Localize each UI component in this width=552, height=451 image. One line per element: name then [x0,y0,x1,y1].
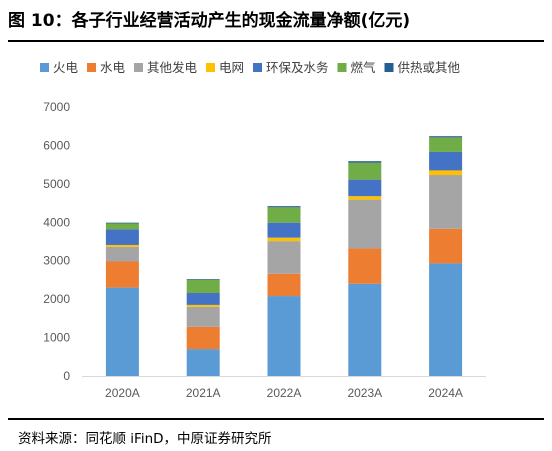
bar-segment [429,263,463,376]
bar-segment [267,241,301,274]
bar-segment [267,237,301,242]
bar-segment [186,279,220,280]
legend-label: 燃气 [351,60,377,75]
bar-segment [105,244,139,247]
y-tick-label: 3000 [43,254,70,268]
bar-segment [186,292,220,305]
legend-swatch [134,63,143,72]
bar-segment [429,170,463,176]
bar-segment [186,326,220,350]
bar-segment [105,229,139,245]
y-tick-label: 6000 [43,138,70,152]
bar-segment [186,304,220,307]
bar-segment [348,283,382,376]
legend-swatch [337,63,347,72]
bar-segment [348,196,382,200]
x-tick-label: 2023A [347,386,382,400]
legend-swatch [384,63,394,72]
y-tick-label: 1000 [43,331,70,345]
bar-segment [186,279,220,293]
x-tick-label: 2020A [105,386,140,400]
x-tick-label: 2021A [186,386,221,400]
bar-segment [267,296,301,376]
bars [105,136,463,376]
bar-segment [348,179,382,197]
y-tick-label: 0 [63,369,70,383]
legend-label: 供热或其他 [398,60,461,75]
bar-segment [429,137,463,152]
bar-segment [267,273,301,297]
bar-segment [429,175,463,229]
legend-label: 水电 [100,60,126,75]
chart-title: 图 10：各子行业经营活动产生的现金流量净额(亿元) [8,11,411,31]
y-tick-label: 5000 [43,177,70,191]
legend-label: 环保及水务 [266,60,329,75]
legend-swatch [40,63,49,72]
legend-swatch [253,63,262,72]
legend: 火电 水电 其他发电 电网 环保及水务 燃气 供热或其他 [40,60,461,75]
y-axis: 0 1000 2000 3000 4000 5000 6000 7000 [43,100,70,383]
bar-segment [348,248,382,284]
bar-segment [429,136,463,138]
bar-segment [348,199,382,249]
bar-segment [429,151,463,171]
bar-segment [105,223,139,230]
bar-segment [186,349,220,376]
bar-segment [105,246,139,262]
top-rule [8,40,544,42]
bar-segment [105,287,139,376]
legend-swatch [87,63,96,72]
bottom-rule [8,418,544,420]
bar-segment [429,228,463,264]
legend-label: 火电 [53,60,79,75]
source-note: 资料来源：同花顺 iFinD，中原证券研究所 [18,431,272,447]
x-tick-label: 2024A [428,386,463,400]
x-tick-label: 2022A [267,386,302,400]
legend-label: 电网 [219,60,244,75]
bar-segment [105,222,139,224]
y-tick-label: 7000 [43,100,70,114]
legend-swatch [206,63,215,72]
bar-segment [267,222,301,238]
y-tick-label: 2000 [43,292,70,306]
bar-segment [348,162,382,180]
bar-segment [267,207,301,223]
bar-segment [186,306,220,327]
bar-segment [348,161,382,163]
y-tick-label: 4000 [43,215,70,229]
bar-segment [267,206,301,208]
legend-label: 其他发电 [147,60,198,75]
x-axis: 2020A 2021A 2022A 2023A 2024A [82,376,486,400]
bar-segment [105,261,139,288]
